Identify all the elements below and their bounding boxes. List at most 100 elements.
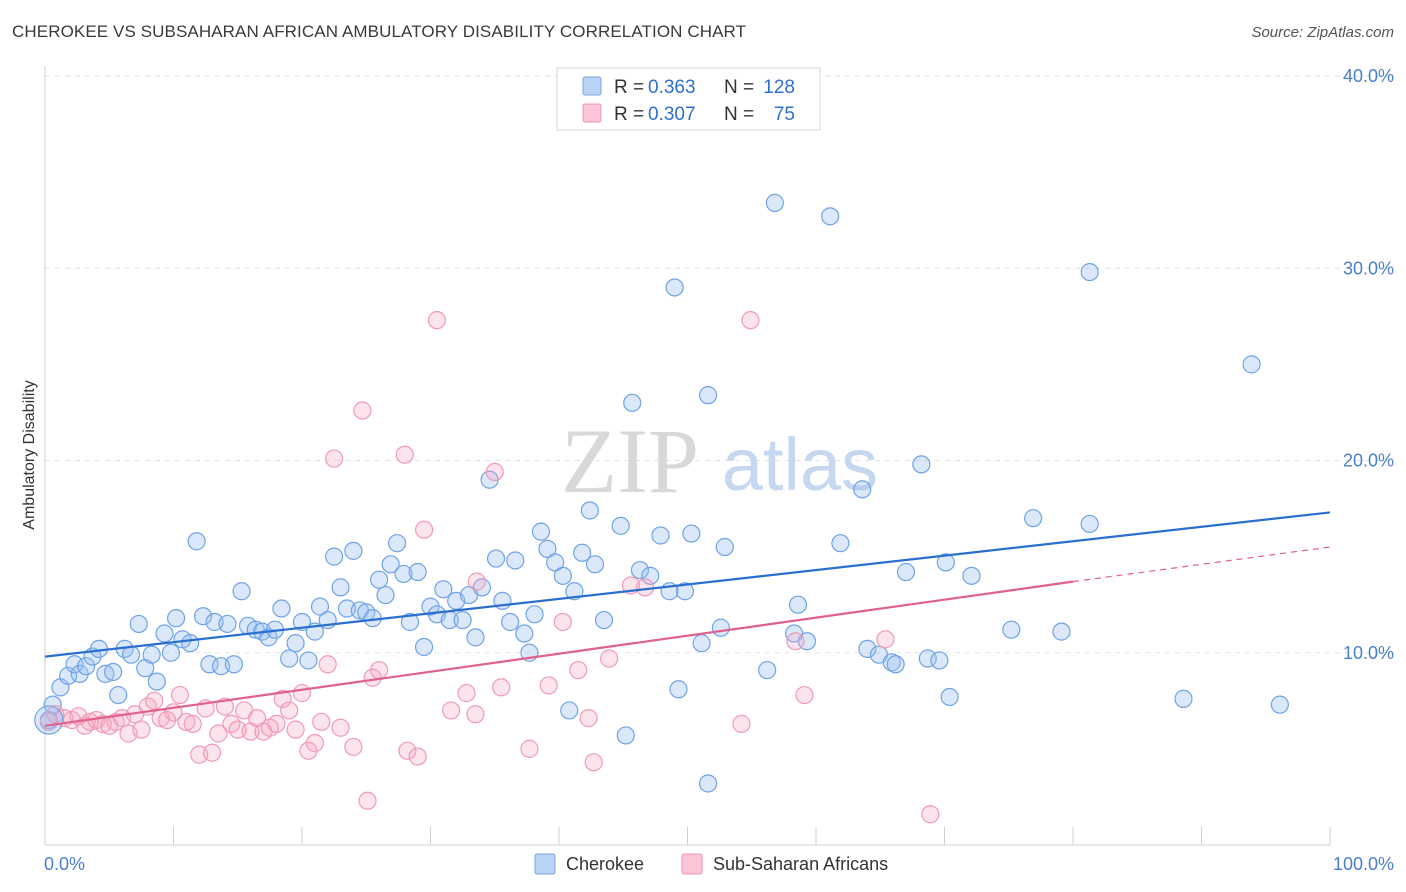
trend-line-1-extension [1072, 546, 1331, 583]
point-s0-122 [1052, 622, 1071, 641]
point-s0-123 [1080, 514, 1099, 534]
point-s0-97 [692, 634, 711, 653]
point-s1-62 [520, 739, 539, 758]
data-points [34, 193, 1289, 824]
point-s1-56 [441, 701, 461, 720]
point-s0-75 [525, 605, 544, 624]
point-s0-23 [187, 532, 206, 551]
point-s0-104 [788, 595, 808, 614]
point-s1-36 [273, 689, 292, 708]
point-s0-71 [501, 612, 520, 632]
series-1-points [39, 311, 940, 824]
point-s1-38 [286, 720, 305, 739]
legend-box: R = 0.363 N = 128 R = 0.307 N = 75 [556, 67, 821, 131]
point-s1-48 [358, 791, 377, 810]
point-s0-37 [280, 649, 299, 668]
point-s0-61 [434, 580, 453, 599]
point-s0-57 [408, 562, 427, 582]
point-s1-70 [635, 578, 655, 597]
point-s0-10 [104, 662, 123, 682]
point-s0-90 [641, 566, 660, 585]
point-s0-78 [546, 553, 565, 572]
y-tick-label-1: 20.0% [1343, 451, 1394, 471]
point-s1-63 [539, 676, 558, 695]
point-s0-17 [147, 672, 166, 691]
point-s0-54 [387, 534, 407, 553]
bottom-legend-label-subsaharan: Sub-Saharan Africans [713, 854, 888, 874]
bottom-legend-swatch-cherokee [534, 853, 556, 875]
point-s1-20 [170, 685, 190, 705]
point-s1-47 [353, 401, 372, 420]
point-s0-69 [486, 549, 506, 568]
point-s0-44 [325, 547, 344, 566]
trend-line-0 [44, 511, 1331, 658]
point-s0-106 [821, 207, 840, 226]
point-s0-73 [515, 624, 534, 643]
point-s1-37 [280, 701, 299, 720]
point-s0-99 [711, 618, 731, 637]
point-s1-21 [177, 712, 196, 732]
point-s0-101 [758, 660, 777, 680]
point-s0-117 [936, 553, 955, 572]
point-s1-16 [145, 691, 164, 710]
point-s1-73 [786, 632, 805, 651]
point-s0-87 [616, 726, 635, 745]
x-tick-label-min: 0.0% [44, 854, 85, 874]
point-s1-68 [600, 649, 619, 668]
point-s0-13 [121, 645, 141, 664]
point-s1-55 [427, 311, 447, 330]
point-s0-80 [560, 701, 579, 720]
point-s0-128 [698, 774, 718, 793]
point-s0-84 [585, 555, 605, 574]
point-s0-53 [381, 555, 400, 574]
point-s0-45 [331, 578, 350, 597]
legend-r-value-1: 0.363 [648, 77, 696, 98]
point-s1-53 [408, 747, 427, 766]
point-s0-120 [1002, 620, 1021, 639]
legend-r-label-1: R = [614, 77, 644, 98]
point-s0-94 [669, 680, 688, 699]
point-s1-22 [183, 714, 202, 733]
point-s0-109 [858, 639, 877, 659]
point-s0-112 [886, 655, 905, 674]
point-s0-24 [193, 607, 213, 626]
point-s0-cluster [34, 705, 64, 735]
point-s0-86 [611, 516, 630, 535]
y-tick-labels: 10.0% 20.0% 30.0% 40.0% [1343, 66, 1394, 663]
point-s1-52 [398, 741, 417, 760]
point-s0-83 [580, 501, 599, 520]
point-s1-64 [553, 612, 572, 632]
point-s0-108 [853, 480, 872, 499]
legend-n-label-2: N = [724, 104, 754, 125]
point-s1-67 [584, 753, 603, 772]
point-s1-1 [46, 705, 65, 724]
legend-r-value-2: 0.307 [648, 104, 696, 125]
point-s0-125 [1174, 689, 1193, 708]
point-s0-19 [161, 643, 181, 662]
point-s1-26 [209, 724, 228, 743]
point-s1-42 [312, 712, 331, 732]
point-s0-25 [200, 655, 219, 674]
point-s0-51 [370, 570, 389, 589]
legend-swatch-cherokee [582, 76, 602, 96]
point-s1-75 [876, 630, 895, 649]
point-s1-58 [466, 705, 485, 724]
y-tick-label-3: 40.0% [1343, 66, 1394, 86]
point-s0-14 [129, 614, 148, 634]
axes [44, 66, 1331, 846]
point-s0-115 [918, 649, 937, 668]
point-s1-57 [457, 684, 476, 703]
point-s1-54 [414, 520, 434, 539]
point-s0-64 [453, 610, 472, 630]
point-s0-98 [698, 386, 718, 405]
point-s0-114 [912, 455, 931, 474]
point-s0-18 [155, 624, 174, 643]
point-s0-124 [1080, 262, 1099, 282]
point-s1-60 [485, 462, 504, 482]
point-s0-20 [166, 609, 186, 628]
point-s1-46 [344, 737, 363, 757]
point-s1-45 [331, 718, 350, 737]
legend-n-value-1: 128 [763, 77, 795, 98]
point-s1-25 [202, 743, 222, 762]
y-tick-label-2: 30.0% [1343, 258, 1394, 278]
